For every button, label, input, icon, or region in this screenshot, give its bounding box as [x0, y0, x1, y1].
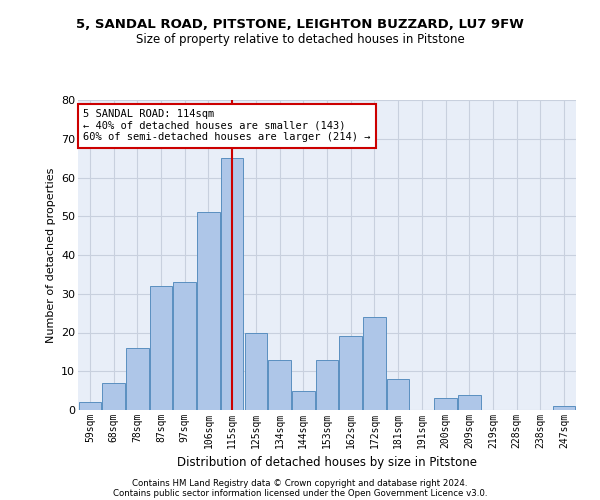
- Bar: [340, 336, 362, 410]
- Text: 5, SANDAL ROAD, PITSTONE, LEIGHTON BUZZARD, LU7 9FW: 5, SANDAL ROAD, PITSTONE, LEIGHTON BUZZA…: [76, 18, 524, 30]
- Y-axis label: Number of detached properties: Number of detached properties: [46, 168, 56, 342]
- Text: Contains HM Land Registry data © Crown copyright and database right 2024.: Contains HM Land Registry data © Crown c…: [132, 480, 468, 488]
- Bar: [221, 158, 244, 410]
- Bar: [103, 383, 125, 410]
- Bar: [316, 360, 338, 410]
- Bar: [150, 286, 172, 410]
- Bar: [458, 394, 481, 410]
- Bar: [126, 348, 149, 410]
- Bar: [245, 332, 267, 410]
- Bar: [363, 317, 386, 410]
- Text: Size of property relative to detached houses in Pitstone: Size of property relative to detached ho…: [136, 32, 464, 46]
- Bar: [268, 360, 291, 410]
- Bar: [292, 390, 314, 410]
- Text: Contains public sector information licensed under the Open Government Licence v3: Contains public sector information licen…: [113, 489, 487, 498]
- Text: 5 SANDAL ROAD: 114sqm
← 40% of detached houses are smaller (143)
60% of semi-det: 5 SANDAL ROAD: 114sqm ← 40% of detached …: [83, 110, 370, 142]
- Bar: [173, 282, 196, 410]
- Bar: [434, 398, 457, 410]
- Bar: [79, 402, 101, 410]
- Bar: [387, 379, 409, 410]
- Bar: [197, 212, 220, 410]
- Bar: [553, 406, 575, 410]
- Text: Distribution of detached houses by size in Pitstone: Distribution of detached houses by size …: [177, 456, 477, 469]
